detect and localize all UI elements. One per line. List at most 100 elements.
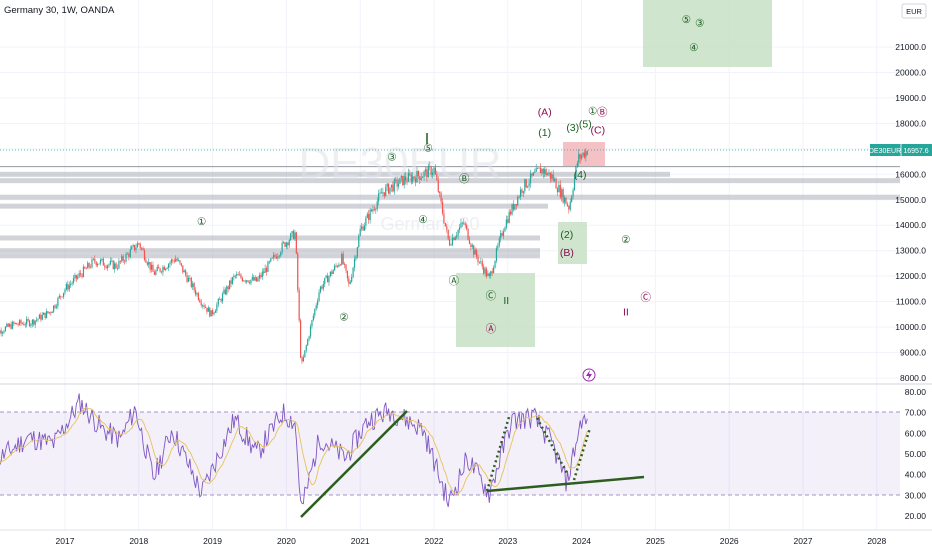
candle-146 [198, 292, 199, 301]
candle-149 [202, 304, 203, 308]
candle-12 [8, 323, 9, 327]
candle-70 [90, 264, 91, 268]
candle-41 [49, 312, 50, 314]
price-tick-16000.0: 16000.0 [895, 169, 926, 179]
candle-178 [243, 280, 244, 282]
price-tick-12000.0: 12000.0 [895, 271, 926, 281]
candle-59 [74, 273, 75, 282]
time-tick-2018: 2018 [129, 536, 148, 546]
candle-100 [133, 244, 134, 248]
candle-179 [245, 280, 246, 284]
candle-273 [378, 190, 379, 206]
candle-274 [379, 189, 380, 195]
candle-232 [320, 286, 321, 294]
rsi-tick-50.00: 50.00 [905, 449, 927, 459]
candle-240 [331, 269, 332, 276]
candle-15 [12, 321, 13, 330]
candle-119 [159, 268, 160, 273]
candle-53 [66, 282, 67, 291]
candle-207 [284, 242, 285, 248]
rsi-tick-40.00: 40.00 [905, 470, 927, 480]
candle-222 [306, 344, 307, 352]
price-axis[interactable]: 8000.09000.010000.011000.012000.013000.0… [895, 42, 926, 383]
candle-122 [164, 266, 165, 271]
candle-241 [333, 269, 334, 274]
candle-68 [87, 261, 88, 268]
candle-324 [450, 243, 451, 245]
candle-403 [563, 187, 564, 204]
candle-175 [239, 271, 240, 276]
candle-27 [29, 320, 30, 328]
candle-34 [39, 314, 40, 319]
wave-label-w-A2: Ⓐ [486, 323, 497, 335]
candle-215 [296, 232, 297, 254]
candle-107 [142, 246, 143, 250]
candle-245 [338, 262, 339, 267]
candle-160 [218, 298, 219, 307]
rsi-pane [0, 394, 900, 518]
candle-153 [208, 306, 209, 312]
candle-365 [509, 209, 510, 223]
candle-64 [81, 273, 82, 278]
price-symbol: DE30EUR [869, 148, 901, 155]
candle-56 [70, 280, 71, 288]
correction-zone-left [456, 273, 535, 347]
candle-75 [97, 262, 98, 267]
candle-336 [467, 228, 468, 240]
candle-115 [154, 270, 155, 276]
candle-147 [199, 298, 200, 303]
time-tick-2022: 2022 [425, 536, 444, 546]
candle-99 [131, 245, 132, 250]
support-level-13500 [0, 235, 540, 240]
candle-60 [76, 275, 77, 282]
candle-347 [483, 264, 484, 275]
candle-206 [283, 241, 284, 244]
candle-154 [209, 307, 210, 317]
candle-238 [328, 275, 329, 286]
candle-407 [568, 205, 569, 214]
candle-164 [223, 286, 224, 294]
rsi-tick-20.00: 20.00 [905, 511, 927, 521]
candle-242 [334, 264, 335, 271]
candle-171 [233, 274, 234, 281]
candle-45 [54, 304, 55, 309]
candle-120 [161, 271, 162, 275]
support-level-14750 [0, 204, 548, 209]
candle-74 [96, 261, 97, 267]
candle-124 [167, 267, 168, 269]
lightning-icon[interactable] [583, 369, 595, 381]
candle-187 [256, 277, 257, 282]
wave-label-w-C1: Ⓒ [486, 290, 497, 302]
candle-118 [158, 264, 159, 268]
support-level-12800 [0, 253, 540, 258]
candle-180 [246, 280, 247, 284]
candle-90 [118, 258, 119, 269]
candle-152 [206, 308, 207, 315]
candle-62 [79, 270, 80, 278]
candle-244 [337, 265, 338, 268]
candle-218 [300, 318, 301, 358]
candle-369 [514, 204, 515, 210]
wave-label-w-4: ④ [418, 214, 428, 226]
candle-228 [314, 308, 315, 318]
price-tick-20000.0: 20000.0 [895, 67, 926, 77]
candle-8 [2, 331, 3, 336]
candle-136 [184, 269, 185, 272]
price-value: 16957.6 [903, 148, 928, 155]
candle-227 [313, 313, 314, 322]
candle-174 [238, 272, 239, 275]
candle-47 [57, 297, 58, 310]
candle-263 [364, 223, 365, 231]
wave-label-w-5: ⑤ [423, 142, 433, 154]
candle-223 [307, 339, 308, 346]
candle-121 [162, 265, 163, 276]
currency-badge[interactable]: EUR [902, 4, 926, 18]
candle-268 [371, 209, 372, 213]
candle-170 [232, 277, 233, 285]
candle-275 [381, 188, 382, 194]
price-tick-15000.0: 15000.0 [895, 195, 926, 205]
